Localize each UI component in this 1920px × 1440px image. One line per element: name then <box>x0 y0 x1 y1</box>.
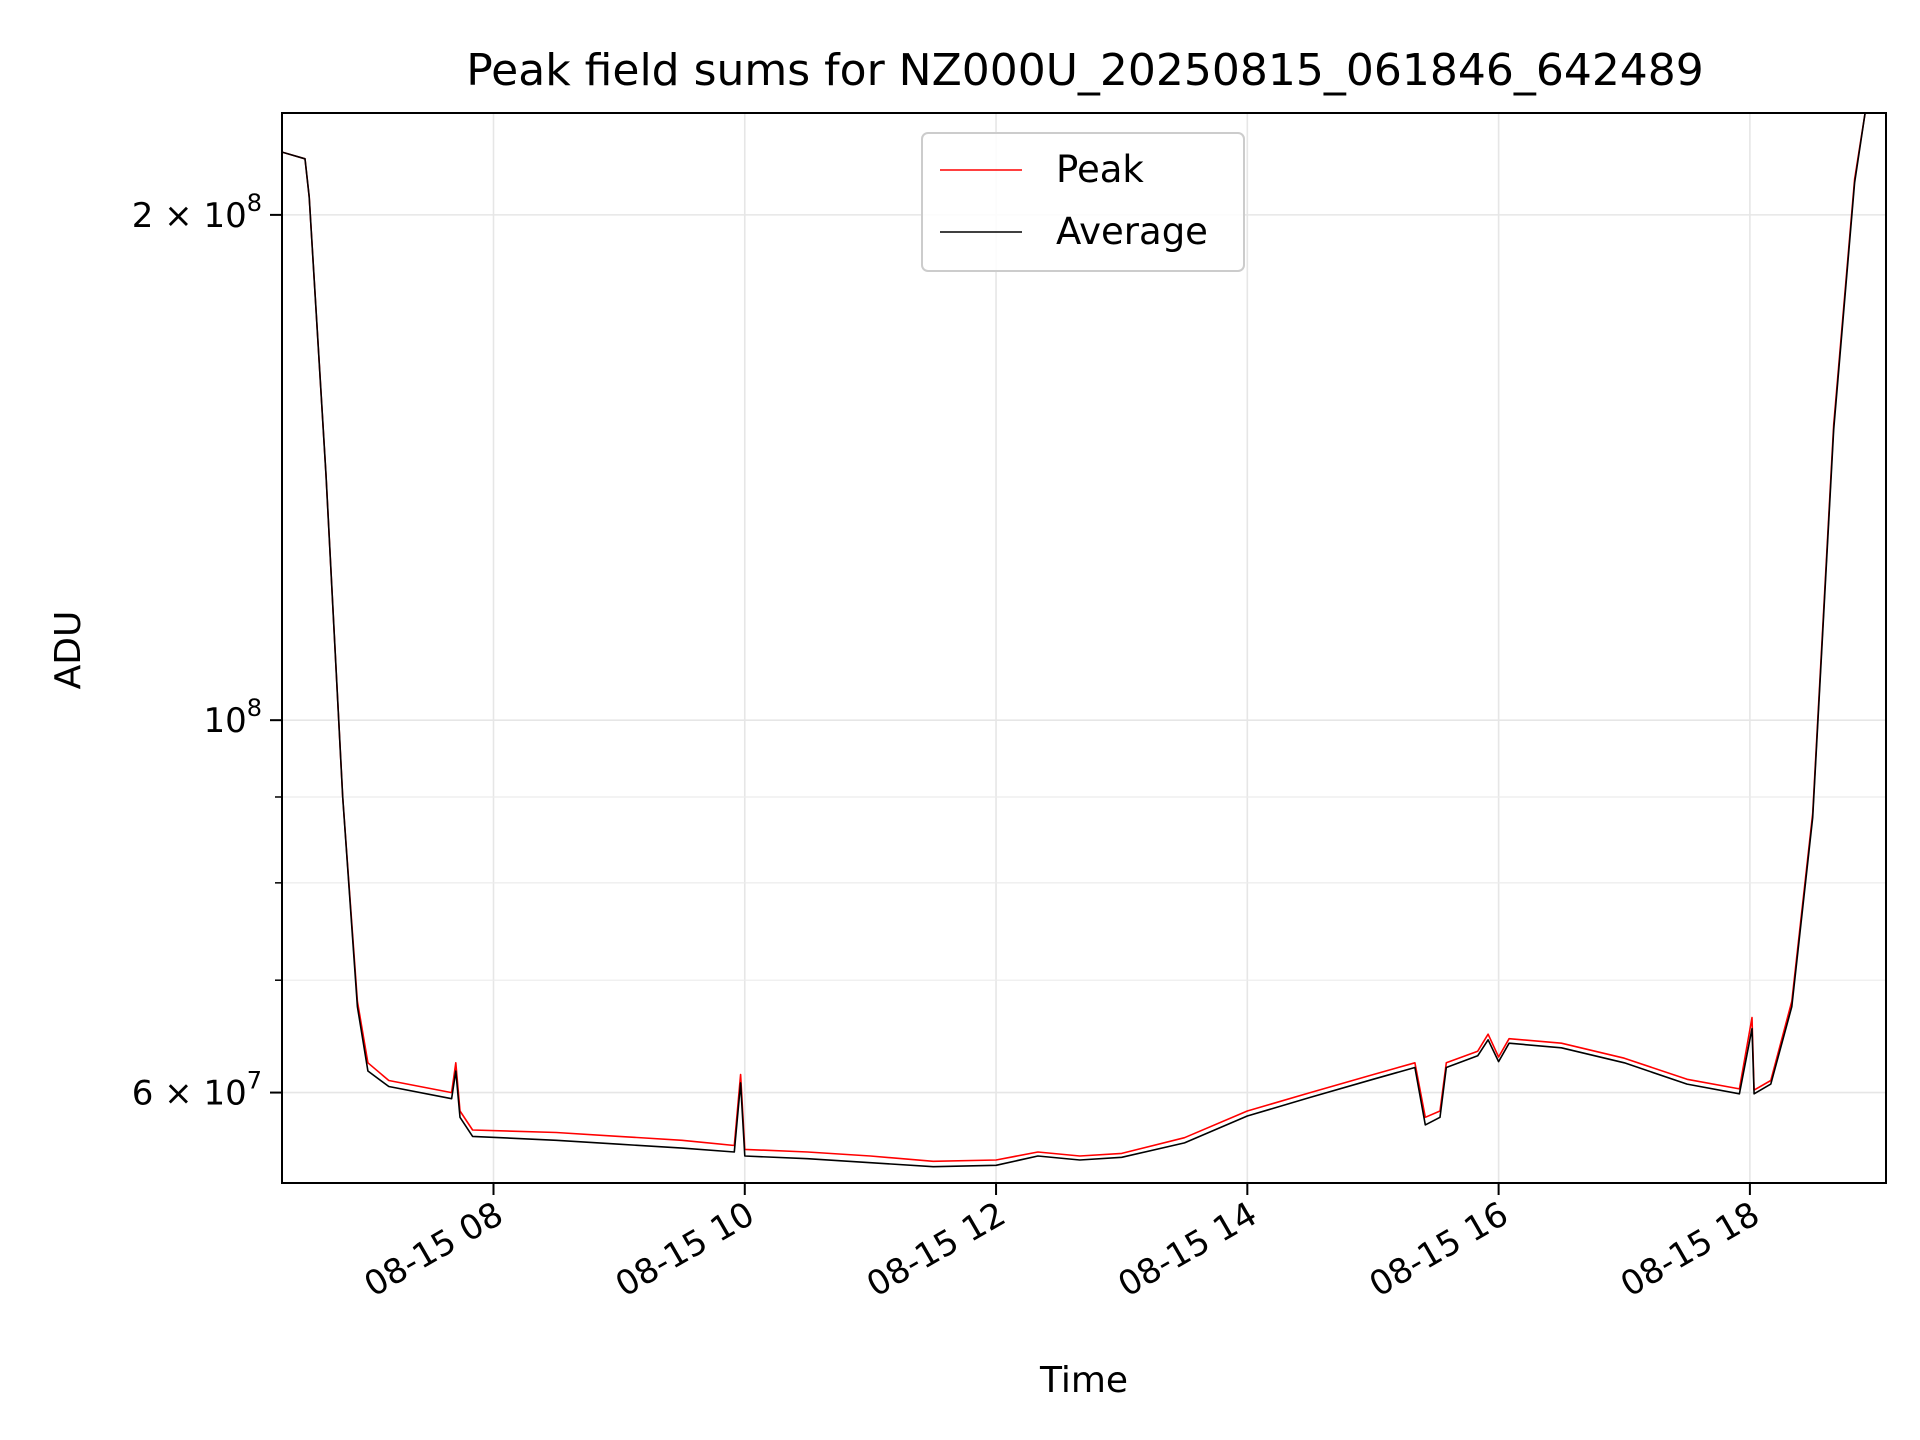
y-axis-label: ADU <box>48 611 89 690</box>
legend-label-average: Average <box>1056 210 1208 253</box>
series-line-peak <box>282 113 1886 1163</box>
y-tick-label: 108 <box>203 694 262 741</box>
x-axis-label: Time <box>1039 1360 1128 1401</box>
plot-frame <box>281 112 1887 1184</box>
legend-box <box>921 132 1245 272</box>
legend-label-peak: Peak <box>1056 148 1144 191</box>
y-tick-label: 2 × 108 <box>132 189 262 236</box>
grid-lines <box>282 113 1886 1183</box>
series-line-average <box>282 113 1886 1168</box>
y-tick-label: 6 × 107 <box>132 1067 262 1114</box>
legend: Peak Average <box>921 132 1245 272</box>
chart-title: Peak field sums for NZ000U_20250815_0618… <box>466 45 1704 96</box>
y-axis-ticks: 2 × 108 108 6 × 107 <box>132 189 282 1114</box>
series-lines <box>282 113 1886 1168</box>
